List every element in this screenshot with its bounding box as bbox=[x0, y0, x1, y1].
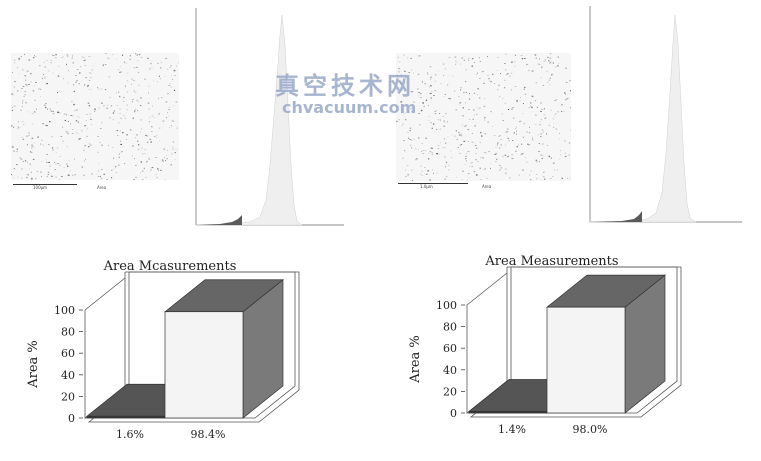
left-y-tick-label: 40 bbox=[61, 369, 75, 382]
right-y-tick-label: 60 bbox=[443, 342, 457, 355]
left-scale-bar bbox=[13, 184, 77, 185]
left-y-tick-label: 80 bbox=[61, 326, 75, 339]
right-y-tick-label: 20 bbox=[443, 385, 457, 398]
left-micrograph: 100μm Area bbox=[11, 53, 180, 190]
right-micrograph: 1.0μm Area bbox=[396, 53, 572, 189]
right-scale-label: 1.0μm bbox=[420, 184, 433, 189]
left-scale-label: 100μm bbox=[33, 185, 48, 190]
left-y-tick-label: 60 bbox=[61, 347, 75, 360]
right-y-tick-label: 100 bbox=[436, 299, 457, 312]
left-histogram-curve bbox=[195, 14, 303, 226]
right-y-tick-label: 80 bbox=[443, 321, 457, 334]
watermark-url: chvacuum.com bbox=[282, 98, 417, 117]
left-category-label: 98.4% bbox=[191, 428, 226, 441]
left-y-tick-label: 100 bbox=[54, 304, 75, 317]
left-y-tick-label: 0 bbox=[68, 412, 75, 425]
right-category-label: 1.4% bbox=[498, 423, 526, 436]
watermark-title: 真空技术网 bbox=[275, 71, 415, 100]
left-histogram bbox=[195, 8, 344, 226]
left-bar bbox=[86, 415, 166, 419]
right-y-tick-label: 40 bbox=[443, 364, 457, 377]
left-micrograph-caption: Area bbox=[97, 185, 107, 190]
left-bar bbox=[164, 311, 244, 419]
right-chart-frame-edge bbox=[466, 272, 508, 306]
right-area-chart: Area Measurements 0 20 40 60 80 100 Area % 1.4% 9… bbox=[408, 254, 682, 436]
left-chart-title: Area Mcasurements bbox=[103, 259, 237, 274]
left-y-tick-label: 20 bbox=[61, 390, 75, 403]
right-bar bbox=[546, 306, 626, 414]
right-chart-title: Area Measurements bbox=[484, 254, 618, 269]
right-histogram-curve bbox=[589, 14, 697, 223]
right-micrograph-texture bbox=[396, 53, 572, 182]
left-histogram-threshold-region bbox=[196, 215, 242, 225]
right-y-tick-label: 0 bbox=[450, 407, 457, 420]
right-histogram bbox=[589, 6, 742, 223]
right-category-label: 98.0% bbox=[573, 423, 608, 436]
right-micrograph-caption: Area bbox=[482, 184, 492, 189]
right-bar bbox=[468, 411, 548, 414]
right-scale-bar bbox=[398, 183, 468, 184]
left-micrograph-texture bbox=[11, 53, 180, 181]
right-histogram-threshold-region bbox=[590, 211, 642, 222]
left-category-label: 1.6% bbox=[116, 428, 144, 441]
left-y-axis-label: Area % bbox=[26, 340, 41, 389]
left-chart-frame-edge bbox=[84, 277, 126, 311]
right-y-axis-label: Area % bbox=[408, 335, 423, 384]
left-area-chart: Area Mcasurements 0 20 40 60 80 100 Area % 1.6% 9… bbox=[26, 259, 300, 441]
